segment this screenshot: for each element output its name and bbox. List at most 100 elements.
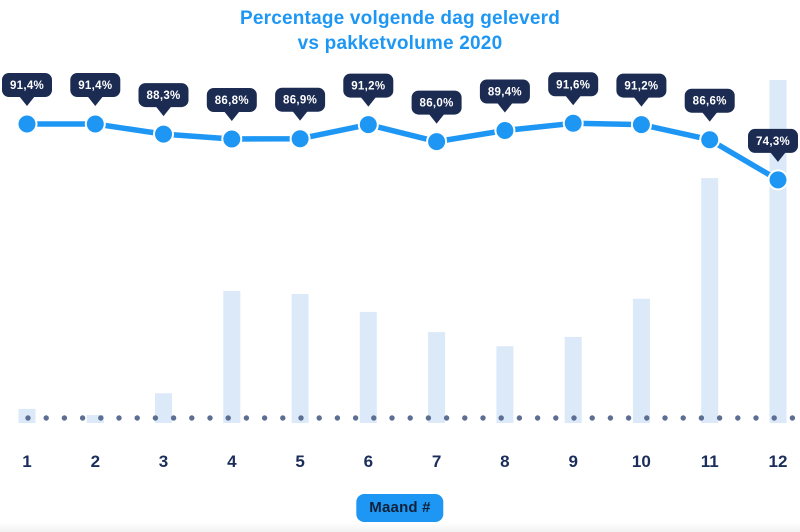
x-axis-label: 10 (631, 452, 651, 471)
x-axis-label: 5 (295, 452, 305, 471)
data-point-dot (494, 120, 516, 141)
baseline-dot (207, 415, 213, 421)
baseline-dot (261, 415, 268, 421)
baseline-dot (625, 415, 632, 421)
value-badge-tail (496, 102, 513, 113)
value-badge-label: 86,8% (215, 95, 249, 107)
x-axis-title-label: Maand # (369, 499, 431, 516)
baseline-dot (134, 415, 140, 421)
baseline-dot (607, 415, 614, 421)
data-point-dot (153, 123, 174, 145)
volume-bar (769, 80, 787, 423)
baseline-dot (407, 415, 413, 421)
value-badge (748, 128, 798, 153)
value-badge-tail (19, 95, 35, 106)
volume-bar (428, 332, 446, 423)
baseline-dot (698, 415, 705, 421)
x-axis-label: 4 (227, 452, 237, 471)
volume-bar (291, 294, 309, 423)
baseline-dot (425, 415, 432, 421)
baseline-dot (571, 415, 577, 421)
x-axis-label: 9 (568, 452, 578, 471)
value-badge (411, 90, 462, 115)
volume-bar (496, 346, 514, 423)
baseline-dot (189, 415, 195, 421)
baseline-dot (225, 415, 231, 421)
baseline-dot (316, 415, 322, 421)
baseline-dot (498, 415, 504, 421)
baseline-dot (534, 415, 541, 421)
x-axis-label: 2 (90, 452, 101, 471)
value-badge-label: 91,6% (556, 79, 590, 91)
volume-bar (86, 415, 104, 423)
value-badge-tail (701, 111, 718, 122)
x-axis-title-badge: Maand # (356, 494, 444, 522)
value-badge (479, 79, 530, 104)
data-point-dot (699, 129, 721, 151)
value-badge-tail (565, 95, 582, 106)
baseline-dot (389, 415, 395, 421)
baseline-dot (98, 415, 104, 421)
baseline-dot (516, 415, 523, 421)
x-axis-label: 6 (363, 452, 374, 471)
value-badge-label: 91,2% (351, 81, 385, 93)
baseline-dot (662, 415, 668, 421)
data-point-dot (426, 131, 448, 153)
x-axis-label: 11 (700, 452, 719, 471)
baseline-dot (298, 415, 304, 421)
value-badge-tail (292, 110, 309, 121)
value-badge-tail (769, 151, 786, 162)
value-badge-label: 88,3% (146, 90, 180, 102)
baseline-dot (116, 415, 122, 421)
baseline-dot (371, 415, 377, 421)
value-badge-tail (428, 113, 445, 124)
data-point-dot (767, 169, 789, 191)
baseline-dot (79, 415, 86, 421)
baseline-dot (43, 415, 49, 421)
value-badge-tail (223, 110, 240, 121)
percentage-line (24, 120, 781, 183)
value-badge-label: 91,4% (10, 80, 44, 92)
baseline-dot (753, 415, 759, 421)
data-point-dot (84, 113, 106, 135)
baseline-dot (789, 415, 796, 421)
x-axis-label: 7 (431, 452, 442, 471)
x-axis-label: 12 (768, 452, 788, 471)
baseline-dot (170, 415, 177, 421)
value-badge-label: 74,3% (756, 136, 790, 148)
x-axis-label: 1 (22, 452, 32, 471)
baseline-dot (243, 415, 250, 421)
baseline-dot (735, 415, 741, 421)
baseline-dot (152, 415, 159, 421)
value-badge-tail (87, 95, 104, 106)
x-axis-label: 3 (158, 452, 169, 471)
value-badge-label: 91,4% (78, 80, 112, 92)
x-axis-label: 8 (500, 452, 510, 471)
value-badge (343, 73, 394, 98)
value-badge (616, 73, 667, 98)
baseline-dot (334, 415, 341, 421)
volume-bar (155, 393, 172, 423)
volume-bar (701, 178, 719, 423)
value-badge (2, 73, 52, 97)
baseline-dot (352, 415, 359, 421)
data-point-dot (357, 114, 379, 136)
baseline-dot (462, 415, 468, 421)
baseline-dot (589, 415, 595, 421)
volume-bar (564, 336, 582, 423)
baseline-dot (61, 415, 68, 421)
value-badge (206, 88, 257, 112)
baseline-dot (480, 415, 486, 421)
value-badge (70, 73, 121, 97)
value-badge (548, 72, 599, 97)
chart-title-line2: vs pakketvolume 2020 (297, 33, 503, 54)
baseline-dot (25, 415, 31, 421)
value-badge-label: 86,0% (420, 98, 454, 110)
baseline-dot (716, 415, 723, 421)
volume-bar (359, 311, 377, 423)
volume-bar (632, 298, 650, 423)
data-point-dot (16, 113, 38, 135)
value-badge-tail (155, 106, 172, 117)
